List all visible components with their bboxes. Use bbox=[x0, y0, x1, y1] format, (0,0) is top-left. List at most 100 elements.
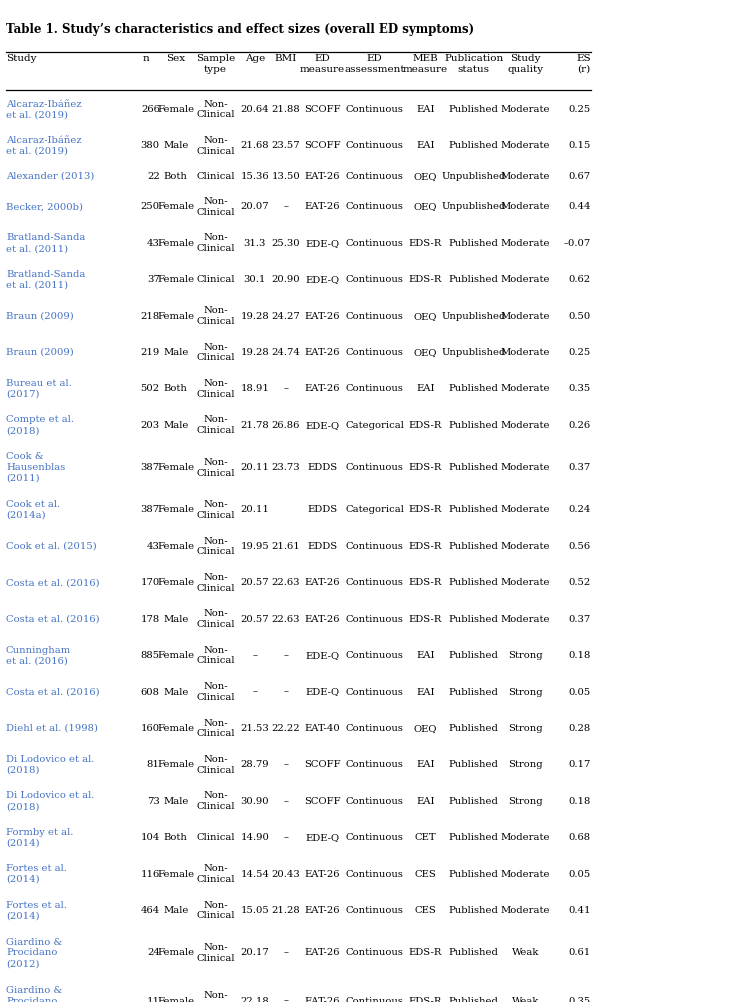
Text: Non-
Clinical: Non- Clinical bbox=[196, 99, 235, 119]
Text: –: – bbox=[283, 760, 288, 769]
Text: 608: 608 bbox=[140, 686, 160, 695]
Text: 30.90: 30.90 bbox=[241, 796, 269, 805]
Text: Compte et al.
(2018): Compte et al. (2018) bbox=[6, 415, 74, 435]
Text: Costa et al. (2016): Costa et al. (2016) bbox=[6, 686, 100, 695]
Text: Female: Female bbox=[158, 723, 194, 732]
Text: Published: Published bbox=[449, 905, 499, 914]
Text: 20.11: 20.11 bbox=[241, 463, 269, 472]
Text: Male: Male bbox=[163, 348, 189, 357]
Text: Published: Published bbox=[449, 238, 499, 247]
Text: Non-
Clinical: Non- Clinical bbox=[196, 791, 235, 811]
Text: Non-
Clinical: Non- Clinical bbox=[196, 755, 235, 774]
Text: Moderate: Moderate bbox=[501, 171, 551, 180]
Text: Unpublished: Unpublished bbox=[441, 348, 506, 357]
Text: Moderate: Moderate bbox=[501, 384, 551, 393]
Text: SCOFF: SCOFF bbox=[304, 105, 341, 114]
Text: 11: 11 bbox=[147, 996, 160, 1002]
Text: Continuous: Continuous bbox=[345, 833, 403, 842]
Text: 0.68: 0.68 bbox=[568, 833, 591, 842]
Text: EDS-R: EDS-R bbox=[409, 541, 442, 550]
Text: Cook et al.
(2014a): Cook et al. (2014a) bbox=[6, 500, 60, 519]
Text: Published: Published bbox=[449, 275, 499, 284]
Text: Both: Both bbox=[163, 171, 188, 180]
Text: ED
assessment: ED assessment bbox=[344, 54, 405, 74]
Text: 0.18: 0.18 bbox=[568, 796, 591, 805]
Text: 20.57: 20.57 bbox=[241, 614, 269, 623]
Text: Continuous: Continuous bbox=[345, 760, 403, 769]
Text: –: – bbox=[283, 796, 288, 805]
Text: Published: Published bbox=[449, 105, 499, 114]
Text: 37: 37 bbox=[147, 275, 160, 284]
Text: Moderate: Moderate bbox=[501, 238, 551, 247]
Text: 21.88: 21.88 bbox=[271, 105, 300, 114]
Text: Study: Study bbox=[6, 54, 36, 63]
Text: SCOFF: SCOFF bbox=[304, 760, 341, 769]
Text: 19.28: 19.28 bbox=[241, 348, 269, 357]
Text: Age: Age bbox=[244, 54, 265, 63]
Text: Becker, 2000b): Becker, 2000b) bbox=[6, 202, 83, 211]
Text: 387: 387 bbox=[140, 505, 160, 514]
Text: Non-
Clinical: Non- Clinical bbox=[196, 609, 235, 628]
Text: Female: Female bbox=[158, 275, 194, 284]
Text: EDS-R: EDS-R bbox=[409, 275, 442, 284]
Text: 170: 170 bbox=[140, 578, 160, 587]
Text: –: – bbox=[283, 650, 288, 659]
Text: Moderate: Moderate bbox=[501, 312, 551, 321]
Text: Non-
Clinical: Non- Clinical bbox=[196, 864, 235, 883]
Text: 0.37: 0.37 bbox=[568, 614, 591, 623]
Text: EAI: EAI bbox=[416, 686, 435, 695]
Text: 160: 160 bbox=[140, 723, 160, 732]
Text: Continuous: Continuous bbox=[345, 723, 403, 732]
Text: 116: 116 bbox=[140, 869, 160, 878]
Text: EDS-R: EDS-R bbox=[409, 505, 442, 514]
Text: 0.35: 0.35 bbox=[568, 384, 591, 393]
Text: Published: Published bbox=[449, 541, 499, 550]
Text: Alcaraz-Ibáñez
et al. (2019): Alcaraz-Ibáñez et al. (2019) bbox=[6, 136, 82, 155]
Text: EDE-Q: EDE-Q bbox=[305, 275, 340, 284]
Text: Continuous: Continuous bbox=[345, 996, 403, 1002]
Text: Female: Female bbox=[158, 760, 194, 769]
Text: Moderate: Moderate bbox=[501, 541, 551, 550]
Text: Published: Published bbox=[449, 384, 499, 393]
Text: Continuous: Continuous bbox=[345, 947, 403, 956]
Text: Male: Male bbox=[163, 905, 189, 914]
Text: 43: 43 bbox=[147, 541, 160, 550]
Text: Male: Male bbox=[163, 421, 189, 430]
Text: ED
measure: ED measure bbox=[300, 54, 345, 74]
Text: Non-
Clinical: Non- Clinical bbox=[196, 990, 235, 1002]
Text: Sample
type: Sample type bbox=[196, 54, 235, 74]
Text: EAT-26: EAT-26 bbox=[305, 312, 340, 321]
Text: Categorical: Categorical bbox=[345, 505, 404, 514]
Text: Fortes et al.
(2014): Fortes et al. (2014) bbox=[6, 864, 67, 883]
Text: Published: Published bbox=[449, 505, 499, 514]
Text: Continuous: Continuous bbox=[345, 275, 403, 284]
Text: 24.74: 24.74 bbox=[271, 348, 300, 357]
Text: Di Lodovico et al.
(2018): Di Lodovico et al. (2018) bbox=[6, 791, 94, 811]
Text: 0.26: 0.26 bbox=[568, 421, 591, 430]
Text: Continuous: Continuous bbox=[345, 312, 403, 321]
Text: EDE-Q: EDE-Q bbox=[305, 421, 340, 430]
Text: OEQ: OEQ bbox=[414, 171, 437, 180]
Text: Female: Female bbox=[158, 996, 194, 1002]
Text: 21.61: 21.61 bbox=[271, 541, 300, 550]
Text: Publication
status: Publication status bbox=[444, 54, 503, 74]
Text: 18.91: 18.91 bbox=[241, 384, 269, 393]
Text: Female: Female bbox=[158, 650, 194, 659]
Text: Continuous: Continuous bbox=[345, 869, 403, 878]
Text: CES: CES bbox=[415, 905, 436, 914]
Text: Male: Male bbox=[163, 614, 189, 623]
Text: BMI: BMI bbox=[274, 54, 297, 63]
Text: 43: 43 bbox=[147, 238, 160, 247]
Text: n: n bbox=[143, 54, 149, 63]
Text: Published: Published bbox=[449, 614, 499, 623]
Text: Published: Published bbox=[449, 833, 499, 842]
Text: –: – bbox=[283, 833, 288, 842]
Text: 20.64: 20.64 bbox=[241, 105, 269, 114]
Text: 0.15: 0.15 bbox=[568, 141, 591, 150]
Text: 81: 81 bbox=[147, 760, 160, 769]
Text: 25.30: 25.30 bbox=[271, 238, 300, 247]
Text: Moderate: Moderate bbox=[501, 275, 551, 284]
Text: 0.25: 0.25 bbox=[568, 105, 591, 114]
Text: –: – bbox=[283, 947, 288, 956]
Text: Strong: Strong bbox=[508, 723, 543, 732]
